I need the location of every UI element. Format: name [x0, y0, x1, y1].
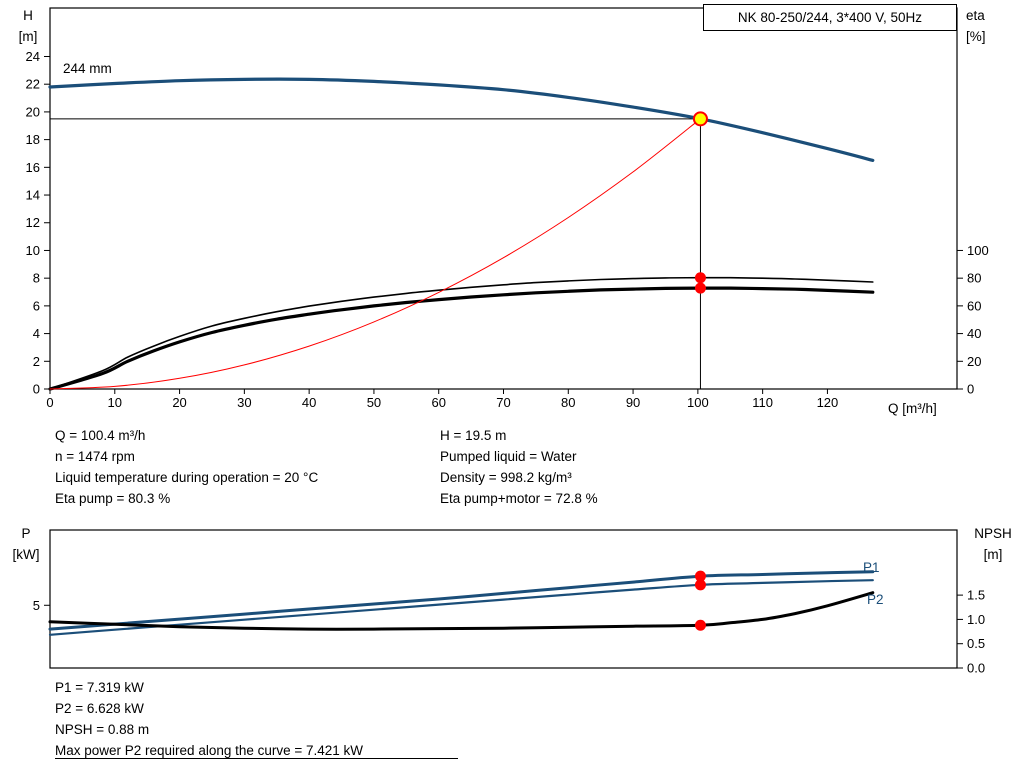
x-tick-label: 90 — [626, 395, 640, 410]
npsh-axis-symbol: NPSH — [974, 526, 1012, 541]
eta-pump-curve — [49, 276, 874, 390]
p1-point — [694, 570, 706, 582]
eta-axis-unit: [%] — [966, 29, 986, 44]
P1-curve — [48, 570, 875, 631]
eta-pump-point — [694, 272, 706, 284]
y-left-tick-label: 14 — [26, 188, 40, 203]
p-axis-title: P [kW] — [6, 523, 46, 565]
info-liquid-temperature: Liquid temperature during operation = 20… — [55, 470, 319, 485]
p2-point — [694, 579, 706, 591]
eta-pump-motor-curve — [48, 286, 875, 391]
npsh-point — [694, 619, 706, 631]
qh-244mm-curve — [48, 77, 875, 162]
info-eta-pump: Eta pump = 80.3 % — [55, 491, 171, 506]
y-left-tick-label: 12 — [26, 215, 40, 230]
y-left-tick-label: 20 — [26, 104, 40, 119]
p-axis-unit: [kW] — [12, 547, 40, 562]
p2-curve-label: P2 — [867, 592, 884, 607]
x-tick-label: 70 — [496, 395, 510, 410]
plot-border — [49, 7, 958, 390]
x-tick-label: 40 — [302, 395, 316, 410]
y-right-tick-label: 0.0 — [967, 661, 985, 676]
qh-chart: 0 10 20 30 40 50 60 70 80 90 100 110 120024681012141… — [26, 7, 989, 410]
h-axis-symbol: H — [23, 8, 33, 23]
y-right-tick-label: 20 — [967, 354, 981, 369]
info-density: Density = 998.2 kg/m³ — [440, 470, 572, 485]
y-left-tick-label: 24 — [26, 49, 40, 64]
y-left-tick-label: 2 — [33, 354, 40, 369]
p1-curve-label: P1 — [863, 560, 880, 575]
y-left-tick-label: 5 — [33, 598, 40, 613]
x-tick-label: 120 — [817, 395, 839, 410]
x-tick-label: 10 — [108, 395, 122, 410]
power-npsh-chart: 5 0.0 0.5 1.0 1.5 — [33, 529, 985, 676]
plot-border — [49, 529, 958, 669]
npsh-axis-unit: [m] — [983, 547, 1003, 562]
y-right-tick-label: 100 — [967, 243, 989, 258]
info-flow: Q = 100.4 m³/h — [55, 428, 146, 443]
x-tick-label: 0 — [46, 395, 53, 410]
y-left-tick-label: 18 — [26, 132, 40, 147]
y-right-tick-label: 0 — [967, 382, 974, 397]
result-npsh: NPSH = 0.88 m — [55, 722, 150, 737]
eta-pump-motor-point — [694, 282, 706, 294]
y-right-tick-label: 1.5 — [967, 588, 985, 603]
y-right-tick-label: 1.0 — [967, 612, 985, 627]
y-right-tick-label: 80 — [967, 271, 981, 286]
x-tick-label: 60 — [431, 395, 445, 410]
pump-title-box: NK 80-250/244, 3*400 V, 50Hz — [703, 4, 957, 31]
y-left-tick-label: 22 — [26, 77, 40, 92]
y-left-tick-label: 10 — [26, 243, 40, 258]
info-speed: n = 1474 rpm — [55, 449, 135, 464]
result-max-power: Max power P2 required along the curve = … — [55, 743, 364, 758]
y-left-tick-label: 16 — [26, 160, 40, 175]
NPSH-curve — [48, 591, 875, 631]
x-tick-label: 20 — [172, 395, 186, 410]
x-tick-label: 110 — [752, 395, 773, 410]
y-left-tick-label: 8 — [33, 271, 40, 286]
npsh-axis-title: NPSH [m] — [966, 523, 1020, 565]
info-pumped-liquid: Pumped liquid = Water — [440, 449, 577, 464]
y-right-tick-label: 0.5 — [967, 636, 985, 651]
duty-point — [692, 111, 708, 127]
system-curve-curve — [49, 118, 701, 390]
y-left-tick-label: 4 — [33, 326, 40, 341]
eta-axis-symbol: eta — [966, 8, 985, 23]
p-axis-symbol: P — [21, 526, 31, 541]
pump-title: NK 80-250/244, 3*400 V, 50Hz — [737, 10, 923, 25]
result-p2: P2 = 6.628 kW — [55, 701, 144, 716]
h-axis-unit: [m] — [18, 29, 38, 44]
y-right-tick-label: 40 — [967, 326, 981, 341]
x-tick-label: 100 — [687, 395, 709, 410]
y-left-tick-label: 6 — [33, 298, 40, 313]
x-tick-label: 80 — [561, 395, 575, 410]
info-head: H = 19.5 m — [440, 428, 507, 443]
q-axis-label: Q [m³/h] — [888, 401, 937, 416]
h-axis-title: H [m] — [10, 5, 46, 47]
divider-line — [55, 758, 458, 759]
eta-axis-title: eta [%] — [966, 5, 1012, 47]
x-tick-label: 50 — [367, 395, 381, 410]
info-eta-pump-motor: Eta pump+motor = 72.8 % — [440, 491, 598, 506]
y-right-tick-label: 60 — [967, 298, 981, 313]
y-left-tick-label: 0 — [33, 382, 40, 397]
x-tick-label: 30 — [237, 395, 251, 410]
impeller-diameter-label: 244 mm — [63, 61, 112, 76]
P2-curve — [48, 579, 874, 636]
result-p1: P1 = 7.319 kW — [55, 680, 144, 695]
